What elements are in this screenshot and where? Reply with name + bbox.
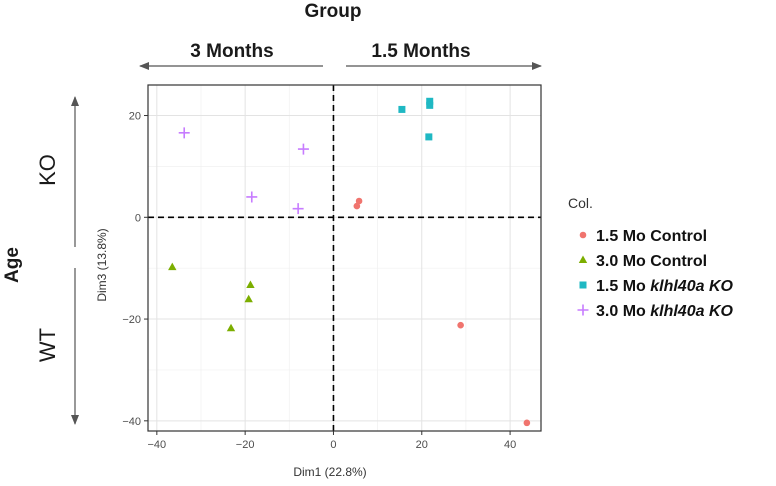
group-label: Group xyxy=(305,1,362,22)
data-point xyxy=(244,294,253,303)
x-tick-label: 0 xyxy=(330,439,336,451)
wt-label: WT xyxy=(35,328,60,362)
data-point xyxy=(426,97,434,105)
data-point xyxy=(457,321,464,329)
series-3 xyxy=(178,127,309,215)
data-point xyxy=(178,127,190,139)
plot-grid xyxy=(148,85,541,431)
plot-panel-border xyxy=(147,84,542,432)
ko-label: KO xyxy=(35,154,60,186)
y-tick-label: −20 xyxy=(122,314,141,326)
x-tick-label: −20 xyxy=(236,439,255,451)
legend-key xyxy=(577,304,589,316)
series-0 xyxy=(353,197,531,427)
y-axis-ticks: −40 −20 0 20 xyxy=(122,111,148,428)
legend-entry: 1.5 Mo Control xyxy=(596,228,707,245)
series-1 xyxy=(168,262,255,332)
three-months-label: 3 Months xyxy=(190,41,273,62)
data-point xyxy=(523,419,531,427)
legend-entry: 1.5 Mo klhl40a KO xyxy=(596,278,733,295)
y-tick-label: 0 xyxy=(135,212,141,224)
data-point xyxy=(226,323,236,332)
data-point xyxy=(168,262,177,271)
data-point xyxy=(425,133,433,141)
legend-entry: 3.0 Mo klhl40a KO xyxy=(596,303,733,320)
x-axis-ticks: −40 −20 0 20 40 xyxy=(147,431,516,451)
data-point xyxy=(426,101,434,109)
legend-entry: 3.0 Mo Control xyxy=(596,253,707,270)
data-point xyxy=(353,202,361,210)
legend: 1.5 Mo Control 3.0 Mo Control 1.5 Mo klhl4… xyxy=(577,228,733,320)
data-point xyxy=(246,191,258,203)
x-tick-label: −40 xyxy=(147,439,166,451)
legend-title: Col. xyxy=(568,195,593,211)
y-tick-label: −40 xyxy=(122,416,141,428)
data-point xyxy=(398,105,406,113)
one-point-five-months-label: 1.5 Months xyxy=(371,41,470,62)
data-point xyxy=(246,280,255,288)
legend-key xyxy=(578,255,588,263)
age-label: Age xyxy=(2,247,23,283)
series-2 xyxy=(398,97,434,141)
x-tick-label: 20 xyxy=(416,439,428,451)
data-point xyxy=(355,197,363,205)
data-points xyxy=(168,97,531,427)
data-point xyxy=(297,143,309,155)
legend-key xyxy=(579,231,587,239)
x-tick-label: 40 xyxy=(504,439,516,451)
reference-lines xyxy=(148,85,541,431)
y-axis-title: Dim3 (13.8%) xyxy=(95,228,109,301)
data-point xyxy=(292,203,304,215)
y-tick-label: 20 xyxy=(129,111,141,123)
legend-key xyxy=(579,281,587,289)
x-axis-title: Dim1 (22.8%) xyxy=(293,465,366,479)
